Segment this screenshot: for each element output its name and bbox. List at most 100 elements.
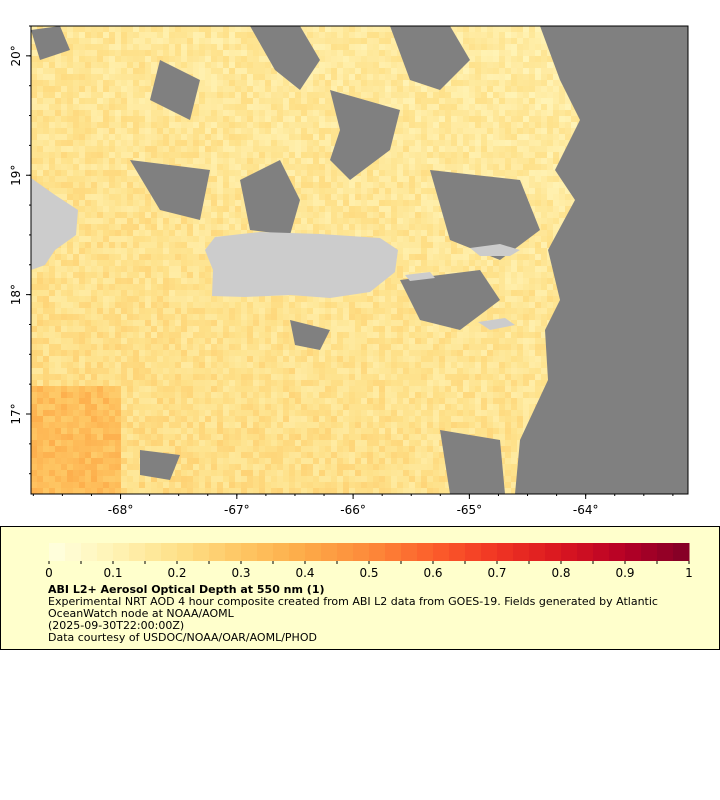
aod-pixel: [61, 296, 67, 302]
aod-pixel: [205, 164, 211, 170]
aod-pixel: [61, 188, 67, 194]
aod-pixel: [529, 56, 535, 62]
aod-pixel: [121, 290, 127, 296]
aod-pixel: [31, 134, 37, 140]
aod-pixel: [133, 206, 139, 212]
aod-pixel: [427, 236, 433, 242]
aod-pixel: [355, 44, 361, 50]
aod-pixel: [469, 134, 475, 140]
aod-pixel: [175, 122, 181, 128]
aod-pixel: [91, 44, 97, 50]
aod-pixel: [517, 158, 523, 164]
aod-pixel: [211, 230, 217, 236]
aod-pixel: [103, 236, 109, 242]
aod-pixel: [319, 92, 325, 98]
aod-pixel: [85, 176, 91, 182]
aod-pixel: [205, 68, 211, 74]
aod-pixel: [331, 44, 337, 50]
aod-pixel: [457, 158, 463, 164]
aod-pixel: [109, 248, 115, 254]
aod-pixel: [541, 200, 547, 206]
aod-pixel: [145, 104, 151, 110]
aod-pixel: [127, 242, 133, 248]
aod-pixel: [313, 26, 319, 32]
aod-pixel: [271, 98, 277, 104]
aod-pixel: [427, 176, 433, 182]
aod-pixel: [295, 98, 301, 104]
aod-pixel: [385, 74, 391, 80]
aod-pixel: [283, 164, 289, 170]
aod-pixel: [91, 182, 97, 188]
aod-pixel: [127, 134, 133, 140]
aod-pixel: [523, 158, 529, 164]
aod-pixel: [193, 68, 199, 74]
aod-pixel: [409, 128, 415, 134]
aod-pixel: [193, 296, 199, 302]
aod-pixel: [37, 266, 43, 272]
aod-pixel: [529, 260, 535, 266]
aod-pixel: [325, 206, 331, 212]
aod-pixel: [553, 110, 559, 116]
aod-pixel: [139, 92, 145, 98]
aod-pixel: [361, 80, 367, 86]
aod-pixel: [235, 104, 241, 110]
aod-pixel: [199, 110, 205, 116]
aod-pixel: [121, 68, 127, 74]
aod-pixel: [307, 122, 313, 128]
aod-pixel: [505, 290, 511, 296]
aod-pixel: [403, 170, 409, 176]
aod-pixel: [487, 80, 493, 86]
aod-pixel: [295, 224, 301, 230]
aod-pixel: [169, 242, 175, 248]
aod-pixel: [37, 158, 43, 164]
aod-pixel: [151, 224, 157, 230]
aod-pixel: [499, 62, 505, 68]
aod-pixel: [505, 110, 511, 116]
aod-pixel: [121, 272, 127, 278]
aod-pixel: [61, 278, 67, 284]
aod-pixel: [553, 200, 559, 206]
aod-pixel: [517, 134, 523, 140]
aod-pixel: [211, 182, 217, 188]
aod-pixel: [373, 182, 379, 188]
aod-pixel: [211, 224, 217, 230]
aod-pixel: [247, 158, 253, 164]
aod-pixel: [499, 272, 505, 278]
aod-pixel: [373, 98, 379, 104]
aod-pixel: [331, 110, 337, 116]
aod-pixel: [73, 92, 79, 98]
aod-pixel: [211, 152, 217, 158]
aod-pixel: [37, 68, 43, 74]
aod-pixel: [103, 194, 109, 200]
aod-pixel: [97, 74, 103, 80]
aod-pixel: [445, 158, 451, 164]
aod-pixel: [79, 68, 85, 74]
aod-pixel: [307, 38, 313, 44]
aod-pixel: [559, 92, 565, 98]
aod-pixel: [481, 98, 487, 104]
aod-pixel: [403, 200, 409, 206]
aod-pixel: [391, 188, 397, 194]
aod-pixel: [217, 38, 223, 44]
aod-pixel: [427, 140, 433, 146]
aod-pixel: [427, 182, 433, 188]
aod-pixel: [115, 80, 121, 86]
aod-pixel: [97, 56, 103, 62]
aod-pixel: [79, 176, 85, 182]
aod-pixel: [133, 56, 139, 62]
aod-pixel: [79, 152, 85, 158]
aod-pixel: [331, 230, 337, 236]
aod-pixel: [547, 212, 553, 218]
aod-pixel: [553, 74, 559, 80]
aod-pixel: [163, 140, 169, 146]
aod-pixel: [325, 50, 331, 56]
aod-pixel: [487, 266, 493, 272]
aod-pixel: [517, 68, 523, 74]
aod-pixel: [355, 230, 361, 236]
aod-pixel: [139, 284, 145, 290]
aod-pixel: [379, 218, 385, 224]
aod-pixel: [337, 176, 343, 182]
aod-pixel: [475, 80, 481, 86]
aod-pixel: [121, 182, 127, 188]
aod-pixel: [229, 146, 235, 152]
